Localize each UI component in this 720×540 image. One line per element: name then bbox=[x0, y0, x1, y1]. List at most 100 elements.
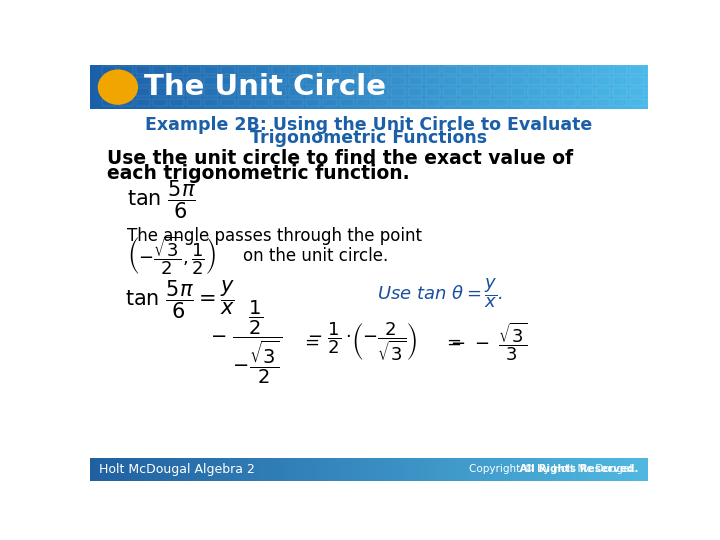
Bar bbox=[265, 457, 266, 481]
Bar bbox=[639, 457, 640, 481]
Bar bbox=[540, 457, 541, 481]
Bar bbox=[634, 65, 635, 110]
Bar bbox=[647, 66, 661, 74]
Bar bbox=[289, 77, 303, 85]
Bar bbox=[544, 457, 545, 481]
Bar bbox=[388, 457, 389, 481]
Bar bbox=[528, 65, 529, 110]
Bar bbox=[609, 65, 610, 110]
Bar bbox=[636, 65, 637, 110]
Bar bbox=[194, 65, 195, 110]
Bar bbox=[364, 65, 365, 110]
Bar bbox=[399, 65, 400, 110]
Bar bbox=[371, 457, 372, 481]
Bar bbox=[510, 99, 525, 106]
Bar bbox=[583, 457, 584, 481]
Bar bbox=[330, 65, 331, 110]
Bar bbox=[390, 65, 391, 110]
Bar bbox=[173, 457, 174, 481]
Bar bbox=[443, 66, 456, 74]
Bar bbox=[132, 457, 133, 481]
Bar bbox=[480, 457, 481, 481]
Bar bbox=[609, 457, 610, 481]
Bar bbox=[312, 65, 313, 110]
Bar bbox=[443, 99, 456, 106]
Bar bbox=[256, 457, 258, 481]
Bar bbox=[432, 65, 433, 110]
Text: each trigonometric function.: each trigonometric function. bbox=[107, 164, 410, 183]
Bar bbox=[188, 457, 189, 481]
Bar bbox=[580, 65, 581, 110]
Bar bbox=[101, 457, 102, 481]
Bar bbox=[208, 65, 209, 110]
Bar bbox=[154, 457, 155, 481]
Bar bbox=[315, 457, 316, 481]
Bar bbox=[387, 457, 388, 481]
Bar bbox=[581, 65, 582, 110]
Bar bbox=[534, 457, 535, 481]
Text: $-\ -\ \dfrac{\sqrt{3}}{3}$: $-\ -\ \dfrac{\sqrt{3}}{3}$ bbox=[451, 321, 528, 363]
Bar bbox=[197, 457, 198, 481]
Bar bbox=[407, 65, 408, 110]
Bar bbox=[189, 65, 190, 110]
Bar bbox=[331, 457, 332, 481]
Bar bbox=[409, 457, 410, 481]
Bar bbox=[180, 457, 181, 481]
Bar bbox=[515, 457, 516, 481]
Bar bbox=[412, 457, 413, 481]
Bar bbox=[619, 65, 620, 110]
Bar bbox=[559, 457, 560, 481]
Bar bbox=[554, 65, 555, 110]
Bar bbox=[464, 65, 465, 110]
Bar bbox=[309, 65, 310, 110]
Bar bbox=[549, 457, 550, 481]
Bar bbox=[489, 457, 490, 481]
Bar bbox=[263, 457, 264, 481]
Bar bbox=[156, 457, 157, 481]
Bar bbox=[260, 457, 261, 481]
Bar bbox=[512, 65, 513, 110]
Bar bbox=[289, 457, 290, 481]
Bar bbox=[362, 457, 363, 481]
Bar bbox=[499, 457, 500, 481]
Bar bbox=[348, 457, 349, 481]
Bar bbox=[526, 457, 527, 481]
Bar bbox=[156, 65, 157, 110]
Bar bbox=[357, 99, 372, 106]
Bar bbox=[601, 65, 602, 110]
Bar bbox=[198, 457, 199, 481]
Bar bbox=[607, 65, 608, 110]
Bar bbox=[584, 457, 585, 481]
Text: $=$: $=$ bbox=[301, 333, 320, 351]
Bar bbox=[405, 65, 406, 110]
Bar bbox=[357, 65, 358, 110]
Bar bbox=[629, 65, 630, 110]
Bar bbox=[385, 457, 386, 481]
Bar bbox=[536, 65, 537, 110]
Bar bbox=[340, 457, 341, 481]
Bar bbox=[641, 65, 642, 110]
Bar bbox=[145, 65, 147, 110]
Bar bbox=[280, 457, 281, 481]
Bar bbox=[449, 65, 451, 110]
Bar bbox=[136, 99, 150, 106]
Bar bbox=[413, 457, 414, 481]
Bar bbox=[351, 457, 352, 481]
Bar bbox=[630, 66, 644, 74]
Bar bbox=[238, 65, 239, 110]
Bar bbox=[630, 99, 644, 106]
Bar bbox=[455, 65, 456, 110]
Bar bbox=[419, 65, 420, 110]
Bar bbox=[285, 65, 286, 110]
Bar bbox=[297, 457, 299, 481]
Bar bbox=[144, 457, 145, 481]
Bar bbox=[306, 65, 307, 110]
Bar bbox=[553, 457, 554, 481]
Bar bbox=[441, 65, 442, 110]
Bar bbox=[570, 457, 571, 481]
Bar bbox=[583, 65, 584, 110]
Bar bbox=[567, 457, 568, 481]
Bar bbox=[357, 88, 372, 96]
Bar bbox=[473, 65, 474, 110]
Bar bbox=[244, 65, 245, 110]
